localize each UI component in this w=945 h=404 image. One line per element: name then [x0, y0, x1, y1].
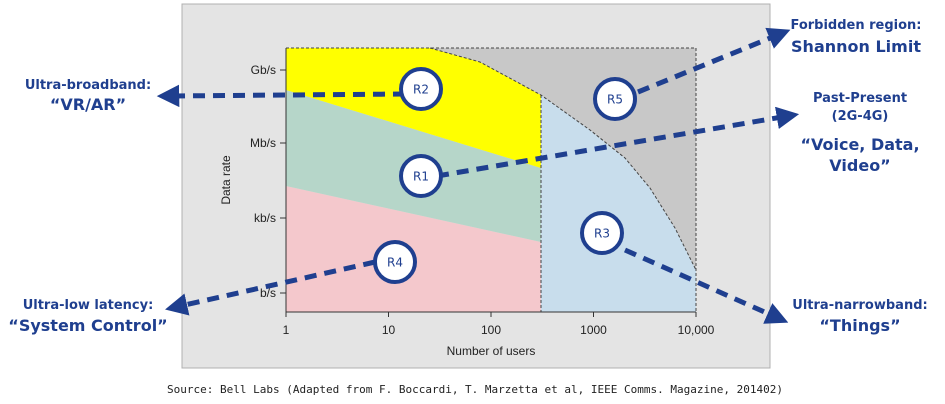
region-r4-marker: R4 — [373, 240, 417, 284]
annotation-broadband-line1: Ultra-broadband: — [25, 78, 151, 93]
region-markers: R2 R5 R1 R3 R4 — [373, 67, 637, 284]
annotation-latency-line1: Ultra-low latency: — [23, 298, 154, 313]
region-r2-label: R2 — [413, 83, 429, 97]
annotation-forbidden: Forbidden region: Shannon Limit — [790, 18, 921, 56]
plot-area — [286, 47, 697, 312]
annotation-past-line1: Past-Present — [813, 91, 907, 106]
annotation-narrowband: Ultra-narrowband: “Things” — [792, 298, 927, 335]
annotation-broadband: Ultra-broadband: “VR/AR” — [25, 78, 151, 114]
x-tick-label: 10,000 — [678, 323, 715, 337]
region-r4-area — [286, 186, 541, 312]
region-r2-marker: R2 — [399, 67, 443, 111]
x-tick-label: 1 — [283, 323, 290, 337]
annotation-past-line2: (2G-4G) — [832, 109, 889, 124]
region-r5-marker: R5 — [593, 77, 637, 121]
region-r3-marker: R3 — [580, 211, 624, 255]
arrow-r3-narrowband — [623, 247, 789, 324]
arrow-r5-forbidden — [637, 27, 791, 95]
y-tick-label: kb/s — [254, 211, 276, 225]
region-r3-label: R3 — [594, 227, 610, 241]
annotation-past: Past-Present (2G-4G) “Voice, Data, Video… — [800, 91, 919, 175]
region-r1-label: R1 — [413, 170, 429, 184]
annotation-broadband-line2: “VR/AR” — [50, 95, 126, 114]
annotation-narrowband-line1: Ultra-narrowband: — [792, 298, 927, 313]
y-axis-title: Data rate — [219, 155, 233, 205]
region-r1-marker: R1 — [399, 154, 443, 198]
annotation-past-line4: Video” — [829, 156, 890, 175]
y-tick-label: Gb/s — [251, 63, 276, 77]
x-ticks: 1 10 100 1000 10,000 — [283, 312, 715, 337]
region-r5-label: R5 — [607, 93, 623, 107]
x-tick-label: 10 — [382, 323, 396, 337]
x-axis-title: Number of users — [447, 344, 536, 358]
annotation-arrows — [156, 27, 800, 324]
annotation-latency: Ultra-low latency: “System Control” — [8, 298, 167, 335]
annotation-forbidden-line1: Forbidden region: — [790, 18, 921, 33]
region-r4-label: R4 — [387, 256, 403, 270]
y-ticks: b/s kb/s Mb/s Gb/s — [250, 63, 286, 300]
x-tick-label: 100 — [481, 323, 501, 337]
annotation-forbidden-line2: Shannon Limit — [791, 37, 921, 56]
source-caption: Source: Bell Labs (Adapted from F. Bocca… — [167, 383, 783, 396]
annotation-latency-line2: “System Control” — [8, 316, 167, 335]
annotation-past-line3: “Voice, Data, — [800, 135, 919, 154]
annotation-narrowband-line2: “Things” — [819, 316, 900, 335]
y-tick-label: Mb/s — [250, 136, 276, 150]
arrow-r4-latency — [165, 259, 376, 316]
y-tick-label: b/s — [260, 286, 276, 300]
x-tick-label: 1000 — [580, 323, 607, 337]
